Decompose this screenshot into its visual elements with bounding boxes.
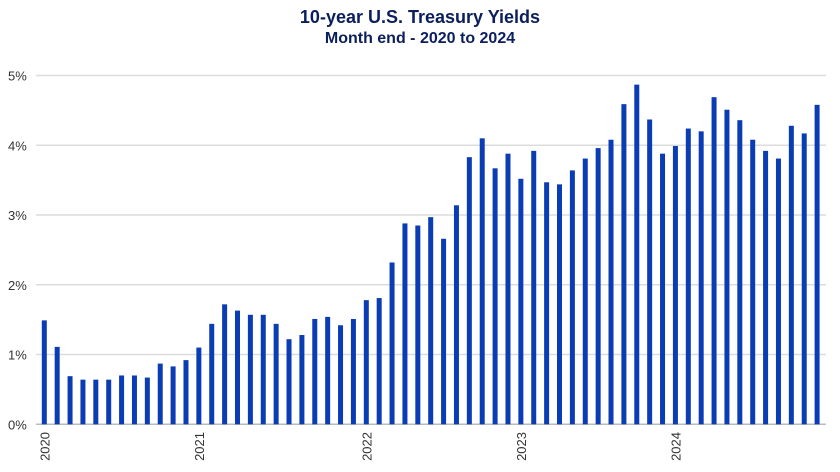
bar xyxy=(621,104,627,425)
y-tick-label: 4% xyxy=(8,138,27,153)
bar xyxy=(144,377,150,425)
bar xyxy=(260,314,266,425)
bar xyxy=(376,298,382,425)
bar xyxy=(67,376,73,425)
bar xyxy=(54,346,60,425)
bar xyxy=(41,320,47,425)
chart-title: 10-year U.S. Treasury Yields xyxy=(299,7,541,27)
bar xyxy=(428,217,434,425)
bar xyxy=(363,300,369,425)
bar xyxy=(350,318,356,425)
y-tick-label: 3% xyxy=(8,208,27,223)
bar xyxy=(106,379,112,425)
bar xyxy=(724,109,730,425)
bar xyxy=(557,184,562,425)
bar xyxy=(788,125,794,425)
bar xyxy=(235,310,240,425)
y-tick-label: 2% xyxy=(8,278,27,293)
bar xyxy=(183,360,189,425)
bar xyxy=(80,379,86,425)
bar xyxy=(247,314,253,425)
bar xyxy=(441,238,447,425)
x-tick-label: 2020 xyxy=(37,432,52,461)
x-tick-label: 2024 xyxy=(668,432,683,461)
bar xyxy=(582,158,588,425)
bar xyxy=(131,375,137,425)
bar xyxy=(273,323,279,425)
bar xyxy=(209,323,215,425)
x-tick-label: 2023 xyxy=(514,432,529,461)
bar xyxy=(660,153,666,425)
bar xyxy=(685,128,691,425)
bar xyxy=(672,145,678,425)
x-tick-label: 2021 xyxy=(192,432,207,461)
bar xyxy=(492,168,498,425)
bar xyxy=(505,153,511,425)
y-tick-label: 0% xyxy=(8,417,27,432)
bar xyxy=(531,150,537,425)
bar xyxy=(119,375,125,425)
x-tick-label: 2022 xyxy=(359,432,374,461)
bar xyxy=(415,225,421,425)
bar xyxy=(93,379,99,425)
bar xyxy=(750,139,756,425)
bar xyxy=(647,119,653,425)
bar xyxy=(634,84,640,425)
bar xyxy=(569,170,575,425)
bar xyxy=(196,347,202,425)
bar xyxy=(544,182,550,425)
bar xyxy=(222,304,228,425)
bar xyxy=(453,205,459,425)
bar xyxy=(801,133,807,425)
bar xyxy=(299,335,305,425)
bar xyxy=(286,339,292,425)
bar xyxy=(608,139,614,425)
bar xyxy=(763,150,769,425)
bar xyxy=(389,262,395,425)
bar xyxy=(711,97,717,425)
bar xyxy=(157,363,163,425)
bar xyxy=(698,131,704,425)
chart-subtitle: Month end - 2020 to 2024 xyxy=(324,30,516,47)
bar xyxy=(170,366,176,425)
bar xyxy=(325,316,331,425)
bar xyxy=(466,157,472,425)
bar xyxy=(312,318,318,425)
y-tick-label: 1% xyxy=(8,348,27,363)
bar xyxy=(814,104,820,425)
bar xyxy=(402,223,408,425)
bar xyxy=(737,120,743,425)
bar xyxy=(338,325,344,425)
bar xyxy=(518,178,524,425)
bar xyxy=(775,158,781,425)
y-tick-label: 5% xyxy=(8,69,27,84)
bar xyxy=(595,148,601,425)
bar xyxy=(479,138,485,425)
